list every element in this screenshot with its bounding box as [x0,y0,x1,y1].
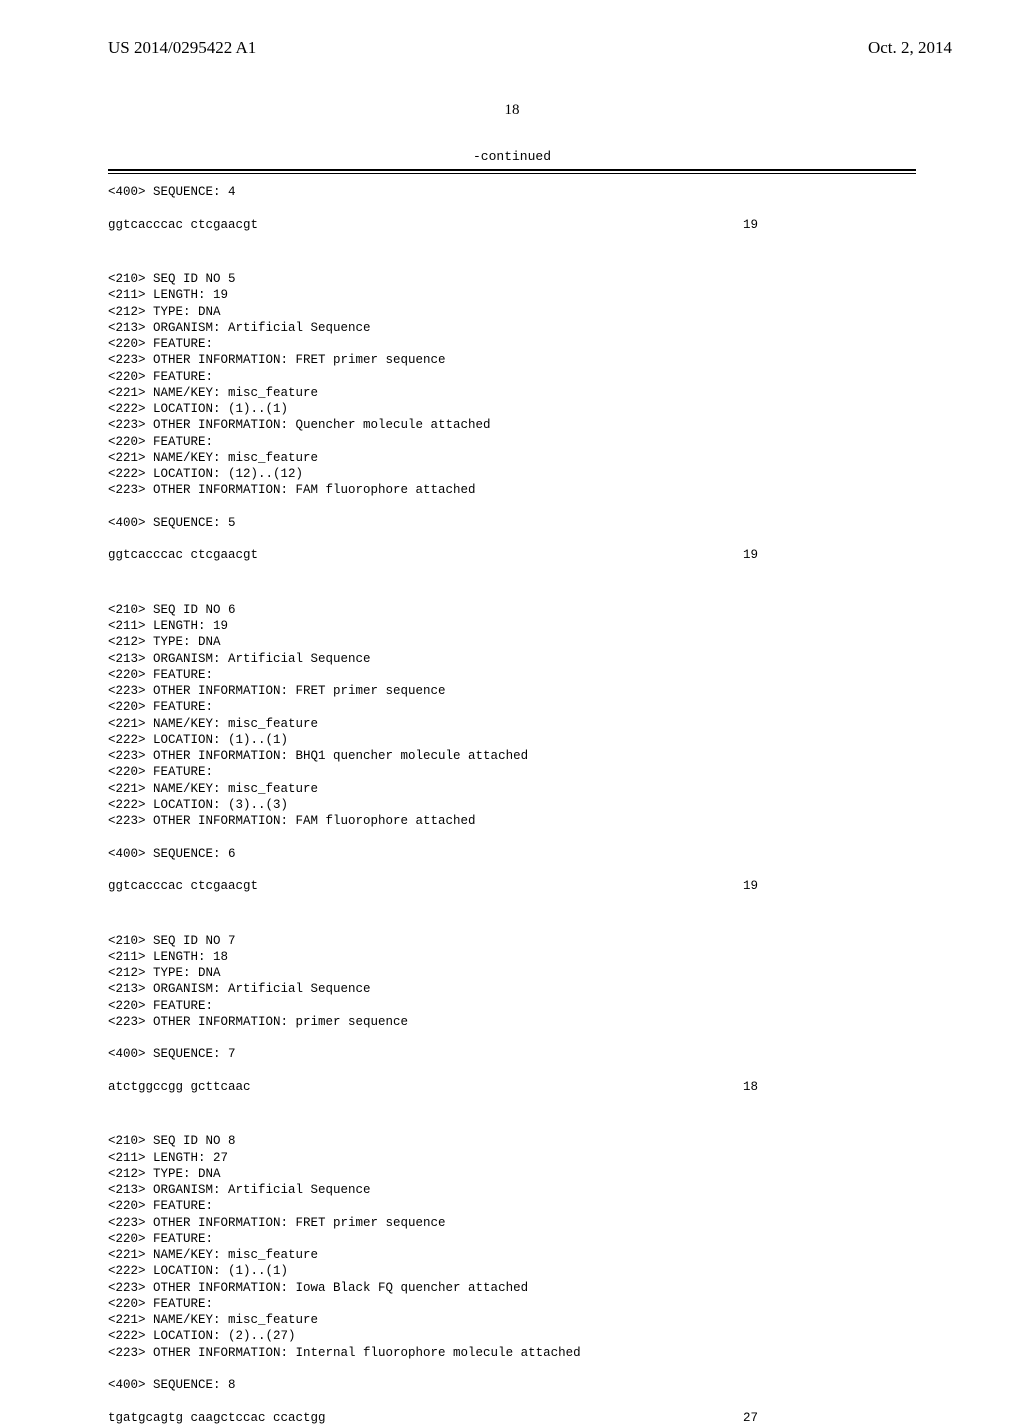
sequence-length: 27 [743,1410,758,1426]
sequence-length: 19 [743,217,758,233]
sequence-gap [108,862,916,878]
sequence-header-line: <210> SEQ ID NO 5 [108,271,916,287]
sequence-header-line: <212> TYPE: DNA [108,1166,916,1182]
sequence-header-line: <223> OTHER INFORMATION: Iowa Black FQ q… [108,1280,916,1296]
sequence-header-line: <222> LOCATION: (1)..(1) [108,401,916,417]
sequence-header-line: <222> LOCATION: (12)..(12) [108,466,916,482]
sequence-header-line: <220> FEATURE: [108,369,916,385]
sequence-gap [108,531,916,547]
sequence-block: <210> SEQ ID NO 5<211> LENGTH: 19<212> T… [108,271,916,564]
sequence-header-line: <223> OTHER INFORMATION: BHQ1 quencher m… [108,748,916,764]
page-number: 18 [0,102,1024,119]
sequence-length: 19 [743,878,758,894]
sequence-header-line: <400> SEQUENCE: 7 [108,1046,916,1062]
rule-top [108,169,916,171]
sequence-header-line: <211> LENGTH: 27 [108,1150,916,1166]
sequence-header-line [108,829,916,845]
sequence-block: <400> SEQUENCE: 4 ggtcacccac ctcgaacgt 19 [108,184,916,233]
sequence-data-row: ggtcacccac ctcgaacgt 19 [108,878,758,894]
sequence-header-line: <210> SEQ ID NO 8 [108,1133,916,1149]
sequence-header-line: <223> OTHER INFORMATION: FAM fluorophore… [108,482,916,498]
sequence-header-line: <222> LOCATION: (1)..(1) [108,732,916,748]
sequence-header-line: <220> FEATURE: [108,764,916,780]
sequence-header-line: <213> ORGANISM: Artificial Sequence [108,981,916,997]
sequence-gap [108,200,916,216]
sequence-header-line: <220> FEATURE: [108,998,916,1014]
sequence-gap [108,1393,916,1409]
sequence-data-row: ggtcacccac ctcgaacgt 19 [108,547,758,563]
publication-number: US 2014/0295422 A1 [108,38,256,58]
sequence-data-row: tgatgcagtg caagctccac ccactgg 27 [108,1410,758,1426]
publication-date: Oct. 2, 2014 [868,38,952,58]
sequence-header-line: <211> LENGTH: 19 [108,618,916,634]
sequence-header-line: <211> LENGTH: 19 [108,287,916,303]
sequence-gap [108,1063,916,1079]
sequence-header-line [108,1030,916,1046]
sequence-data: atctggccgg gcttcaac [108,1079,251,1095]
sequence-header-line: <210> SEQ ID NO 7 [108,933,916,949]
sequence-spacer [108,586,916,602]
sequence-header-line: <220> FEATURE: [108,1296,916,1312]
sequence-spacer [108,1117,916,1133]
sequence-data: ggtcacccac ctcgaacgt [108,547,258,563]
sequence-header-line: <213> ORGANISM: Artificial Sequence [108,651,916,667]
sequence-length: 18 [743,1079,758,1095]
sequence-header-line: <223> OTHER INFORMATION: Internal fluoro… [108,1345,916,1361]
sequence-header-line: <213> ORGANISM: Artificial Sequence [108,1182,916,1198]
sequence-header-line: <400> SEQUENCE: 8 [108,1377,916,1393]
sequence-data: tgatgcagtg caagctccac ccactgg [108,1410,326,1426]
sequence-data-row: ggtcacccac ctcgaacgt 19 [108,217,758,233]
sequence-spacer [108,255,916,271]
sequence-block: <210> SEQ ID NO 7<211> LENGTH: 18<212> T… [108,933,916,1096]
sequence-header-line: <223> OTHER INFORMATION: FAM fluorophore… [108,813,916,829]
sequence-header-line: <220> FEATURE: [108,434,916,450]
sequence-header-line: <222> LOCATION: (1)..(1) [108,1263,916,1279]
sequence-header-line: <222> LOCATION: (2)..(27) [108,1328,916,1344]
sequence-header-line: <212> TYPE: DNA [108,634,916,650]
sequence-header-line: <400> SEQUENCE: 5 [108,515,916,531]
sequence-header-line: <221> NAME/KEY: misc_feature [108,781,916,797]
sequence-data-row: atctggccgg gcttcaac 18 [108,1079,758,1095]
sequence-block: <210> SEQ ID NO 8<211> LENGTH: 27<212> T… [108,1133,916,1426]
sequence-header-line: <223> OTHER INFORMATION: FRET primer seq… [108,1215,916,1231]
sequence-data: ggtcacccac ctcgaacgt [108,878,258,894]
sequence-header-line: <221> NAME/KEY: misc_feature [108,716,916,732]
sequence-header-line [108,1361,916,1377]
sequence-header-line: <221> NAME/KEY: misc_feature [108,1247,916,1263]
sequence-header-line: <220> FEATURE: [108,1198,916,1214]
sequence-length: 19 [743,547,758,563]
sequence-header-line: <221> NAME/KEY: misc_feature [108,1312,916,1328]
sequence-header-line: <223> OTHER INFORMATION: primer sequence [108,1014,916,1030]
sequence-header-line: <220> FEATURE: [108,336,916,352]
sequence-header-line: <212> TYPE: DNA [108,965,916,981]
sequence-header-line [108,499,916,515]
sequence-header-line: <213> ORGANISM: Artificial Sequence [108,320,916,336]
sequence-header-line: <223> OTHER INFORMATION: Quencher molecu… [108,417,916,433]
sequence-listing-content: <400> SEQUENCE: 4 ggtcacccac ctcgaacgt 19… [0,174,1024,1426]
sequence-header-line: <400> SEQUENCE: 6 [108,846,916,862]
sequence-header-line: <211> LENGTH: 18 [108,949,916,965]
sequence-header-line: <220> FEATURE: [108,667,916,683]
sequence-header-line: <220> FEATURE: [108,1231,916,1247]
sequence-header-line: <221> NAME/KEY: misc_feature [108,450,916,466]
sequence-block: <210> SEQ ID NO 6<211> LENGTH: 19<212> T… [108,602,916,895]
sequence-header-line: <221> NAME/KEY: misc_feature [108,385,916,401]
sequence-header-line: <220> FEATURE: [108,699,916,715]
continued-label: -continued [0,149,1024,164]
sequence-data: ggtcacccac ctcgaacgt [108,217,258,233]
sequence-header-line: <222> LOCATION: (3)..(3) [108,797,916,813]
sequence-header-line: <212> TYPE: DNA [108,304,916,320]
sequence-header-line: <223> OTHER INFORMATION: FRET primer seq… [108,352,916,368]
sequence-header-line: <210> SEQ ID NO 6 [108,602,916,618]
sequence-header-line: <400> SEQUENCE: 4 [108,184,916,200]
document-header: US 2014/0295422 A1 Oct. 2, 2014 [0,0,1024,58]
sequence-header-line: <223> OTHER INFORMATION: FRET primer seq… [108,683,916,699]
sequence-spacer [108,916,916,932]
